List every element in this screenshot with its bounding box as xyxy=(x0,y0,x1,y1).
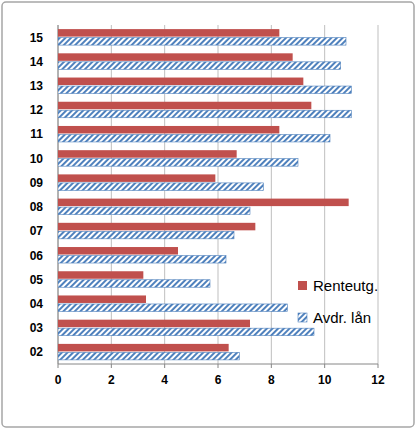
tick-mark xyxy=(271,364,272,368)
bar xyxy=(58,110,351,118)
category-label: 14 xyxy=(30,55,44,69)
category-label: 08 xyxy=(30,200,44,214)
bar xyxy=(58,134,330,142)
tick-label: 0 xyxy=(55,373,62,387)
tick-label: 2 xyxy=(108,373,115,387)
tick-label: 10 xyxy=(318,373,332,387)
bar xyxy=(58,256,226,263)
chart-frame xyxy=(2,2,414,427)
bar xyxy=(58,38,346,46)
bar xyxy=(58,174,215,182)
category-label: 09 xyxy=(30,176,44,190)
bar xyxy=(58,231,234,239)
category-label: 12 xyxy=(30,103,44,117)
bar xyxy=(58,328,314,336)
bar xyxy=(58,126,279,134)
bar xyxy=(58,183,263,191)
category-label: 13 xyxy=(30,79,44,93)
y-axis xyxy=(58,25,59,364)
tick-mark xyxy=(218,364,219,368)
category-label: 06 xyxy=(30,249,44,263)
tick-label: 12 xyxy=(371,373,385,387)
chart-container: 0203040506070809101112131415024681012Ren… xyxy=(0,0,418,431)
chart-svg: 0203040506070809101112131415024681012Ren… xyxy=(0,0,418,431)
grid-line xyxy=(164,25,165,364)
bar xyxy=(58,223,255,231)
tick-label: 6 xyxy=(215,373,222,387)
tick-mark xyxy=(378,364,379,368)
legend-swatch xyxy=(298,313,307,322)
bar xyxy=(58,102,311,110)
bar xyxy=(58,352,239,360)
bar xyxy=(58,304,287,312)
tick-mark xyxy=(164,364,165,368)
bar xyxy=(58,53,293,61)
category-label: 04 xyxy=(30,297,44,311)
category-label: 15 xyxy=(30,31,44,45)
tick-mark xyxy=(111,364,112,368)
bar xyxy=(58,280,210,288)
bar xyxy=(58,86,351,94)
grid-line xyxy=(218,25,219,364)
bar xyxy=(58,207,250,215)
tick-label: 8 xyxy=(268,373,275,387)
grid-line xyxy=(58,25,59,364)
legend-swatch xyxy=(298,281,307,290)
legend-label: Avdr. lån xyxy=(313,309,371,326)
bar xyxy=(58,271,143,279)
category-label: 07 xyxy=(30,224,44,238)
bar xyxy=(58,344,229,352)
tick-mark xyxy=(324,364,325,368)
bar xyxy=(58,295,146,303)
bar xyxy=(58,29,279,37)
category-label: 02 xyxy=(30,345,44,359)
tick-label: 4 xyxy=(161,373,168,387)
tick-mark xyxy=(58,364,59,368)
category-label: 03 xyxy=(30,321,44,335)
category-label: 10 xyxy=(30,152,44,166)
bar xyxy=(58,150,237,158)
bar xyxy=(58,159,298,167)
grid-line xyxy=(111,25,112,364)
legend-label: Renteutg. xyxy=(313,277,378,294)
grid-line xyxy=(271,25,272,364)
bar xyxy=(58,247,178,255)
bar xyxy=(58,199,349,207)
category-label: 05 xyxy=(30,273,44,287)
grid-line xyxy=(378,25,379,364)
bar xyxy=(58,78,303,86)
bar xyxy=(58,62,341,69)
bars xyxy=(58,29,351,360)
category-label: 11 xyxy=(30,127,43,141)
legend: Renteutg. Avdr. lån xyxy=(298,277,378,326)
bar xyxy=(58,320,250,328)
